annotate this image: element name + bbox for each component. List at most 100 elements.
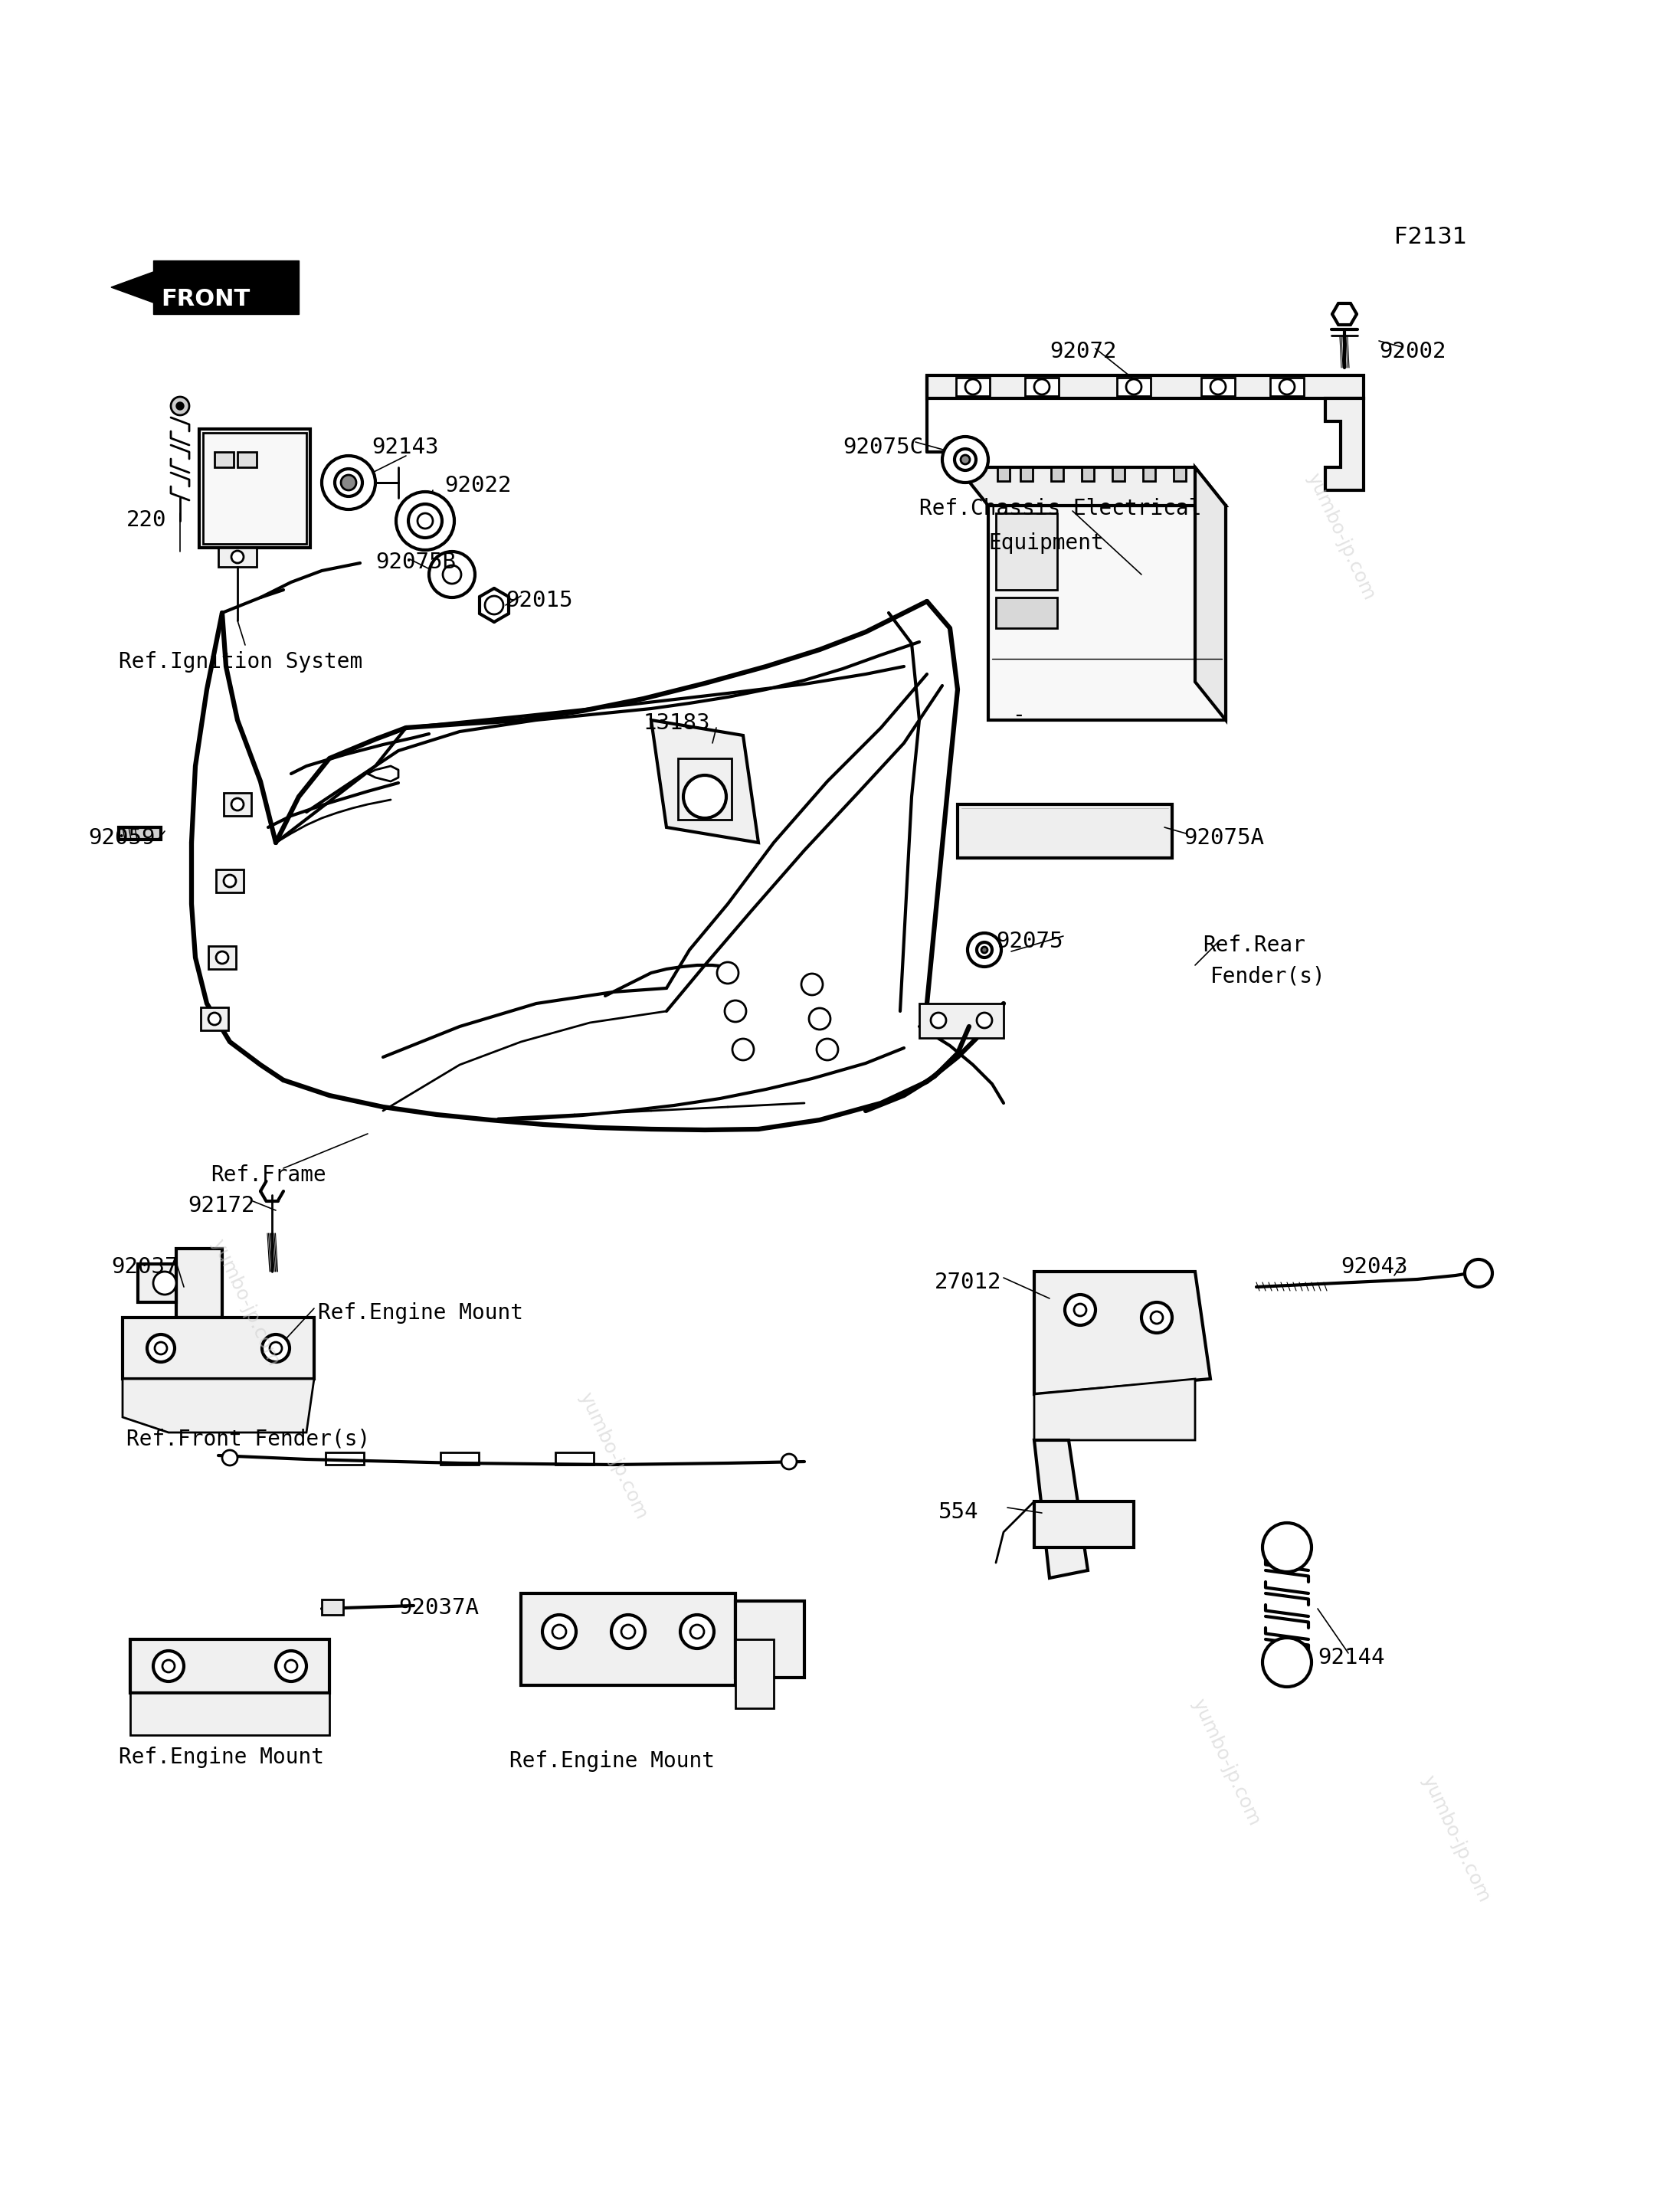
Circle shape — [954, 448, 976, 470]
Bar — [237, 453, 257, 468]
Circle shape — [428, 551, 475, 598]
Polygon shape — [153, 261, 299, 314]
Text: F2131: F2131 — [1394, 226, 1467, 248]
Circle shape — [1151, 1312, 1163, 1325]
Circle shape — [1262, 1523, 1312, 1571]
Circle shape — [155, 1342, 166, 1353]
Circle shape — [148, 1334, 175, 1362]
Text: 92075A: 92075A — [1184, 828, 1263, 848]
Polygon shape — [736, 1639, 774, 1709]
Text: Ref.Chassis Electrical: Ref.Chassis Electrical — [919, 499, 1201, 518]
Text: Ref.Engine Mount: Ref.Engine Mount — [119, 1747, 324, 1769]
Bar — [208, 947, 235, 969]
Circle shape — [717, 962, 739, 984]
Bar — [218, 547, 257, 567]
Circle shape — [176, 402, 183, 411]
Bar — [556, 1452, 593, 1465]
Polygon shape — [1035, 1272, 1210, 1395]
Bar — [1112, 468, 1124, 481]
Polygon shape — [521, 1593, 736, 1685]
Bar — [223, 793, 252, 815]
Text: 92143: 92143 — [371, 437, 438, 459]
Text: 92075B: 92075B — [375, 551, 455, 573]
Text: yumbo-jp.com: yumbo-jp.com — [208, 1237, 282, 1369]
Polygon shape — [958, 468, 1226, 505]
Polygon shape — [736, 1602, 805, 1679]
Text: yumbo-jp.com: yumbo-jp.com — [575, 1389, 650, 1523]
Polygon shape — [131, 1639, 329, 1694]
Polygon shape — [131, 1694, 329, 1736]
Text: 92002: 92002 — [1379, 341, 1446, 363]
Polygon shape — [958, 804, 1173, 859]
Circle shape — [232, 551, 244, 562]
Bar — [203, 433, 306, 545]
Polygon shape — [123, 1380, 314, 1432]
Polygon shape — [1194, 468, 1226, 721]
Circle shape — [816, 1039, 838, 1061]
Circle shape — [931, 1013, 946, 1028]
Circle shape — [1141, 1303, 1173, 1334]
Bar — [326, 1452, 365, 1465]
Bar — [1201, 378, 1235, 395]
Circle shape — [232, 798, 244, 811]
Polygon shape — [919, 1004, 1003, 1037]
Polygon shape — [123, 1318, 314, 1380]
Circle shape — [976, 1013, 993, 1028]
Text: Ref.Engine Mount: Ref.Engine Mount — [318, 1303, 522, 1325]
Text: 92172: 92172 — [188, 1195, 255, 1217]
Circle shape — [163, 1661, 175, 1672]
Polygon shape — [1035, 1501, 1134, 1547]
Text: Ref.Frame: Ref.Frame — [210, 1164, 326, 1186]
Circle shape — [486, 595, 504, 615]
Text: 220: 220 — [126, 510, 166, 532]
Bar — [956, 378, 990, 395]
Text: yumbo-jp.com: yumbo-jp.com — [1304, 470, 1378, 602]
Text: Equipment: Equipment — [988, 532, 1104, 554]
Circle shape — [1465, 1259, 1492, 1287]
Polygon shape — [138, 1263, 176, 1303]
Circle shape — [810, 1008, 830, 1030]
Bar — [200, 1008, 228, 1030]
Bar — [217, 870, 244, 892]
Circle shape — [217, 951, 228, 964]
Text: Ref.Ignition System: Ref.Ignition System — [119, 650, 363, 672]
Circle shape — [444, 565, 462, 584]
Circle shape — [1035, 380, 1050, 395]
Text: 92037: 92037 — [111, 1257, 178, 1279]
Bar — [679, 758, 731, 819]
Text: 554: 554 — [939, 1501, 979, 1523]
Circle shape — [418, 514, 433, 529]
Circle shape — [408, 503, 442, 538]
Circle shape — [801, 973, 823, 995]
Circle shape — [323, 455, 375, 510]
Text: yumbo-jp.com: yumbo-jp.com — [1188, 1696, 1263, 1828]
Circle shape — [543, 1615, 576, 1648]
Polygon shape — [1326, 398, 1364, 490]
Text: 92015: 92015 — [506, 589, 573, 611]
Circle shape — [724, 1000, 746, 1022]
Bar — [1270, 378, 1304, 395]
Circle shape — [1280, 380, 1295, 395]
Text: -: - — [1013, 705, 1025, 727]
Bar — [1025, 378, 1058, 395]
Bar — [215, 453, 234, 468]
Circle shape — [612, 1615, 645, 1648]
Polygon shape — [1035, 1380, 1194, 1441]
Text: 92072: 92072 — [1050, 341, 1117, 363]
Bar — [440, 1452, 479, 1465]
Text: yumbo-jp.com: yumbo-jp.com — [1418, 1773, 1494, 1905]
Circle shape — [976, 943, 993, 958]
Circle shape — [153, 1650, 183, 1681]
Bar — [996, 598, 1057, 628]
Bar — [119, 828, 161, 839]
Circle shape — [981, 947, 988, 953]
Text: 92075: 92075 — [996, 932, 1063, 951]
Circle shape — [341, 475, 356, 490]
Circle shape — [690, 1626, 704, 1639]
Circle shape — [222, 1450, 237, 1465]
Circle shape — [334, 468, 363, 497]
Bar — [1020, 468, 1033, 481]
Circle shape — [262, 1334, 289, 1362]
Text: 13183: 13183 — [643, 712, 711, 734]
Circle shape — [1074, 1303, 1087, 1316]
